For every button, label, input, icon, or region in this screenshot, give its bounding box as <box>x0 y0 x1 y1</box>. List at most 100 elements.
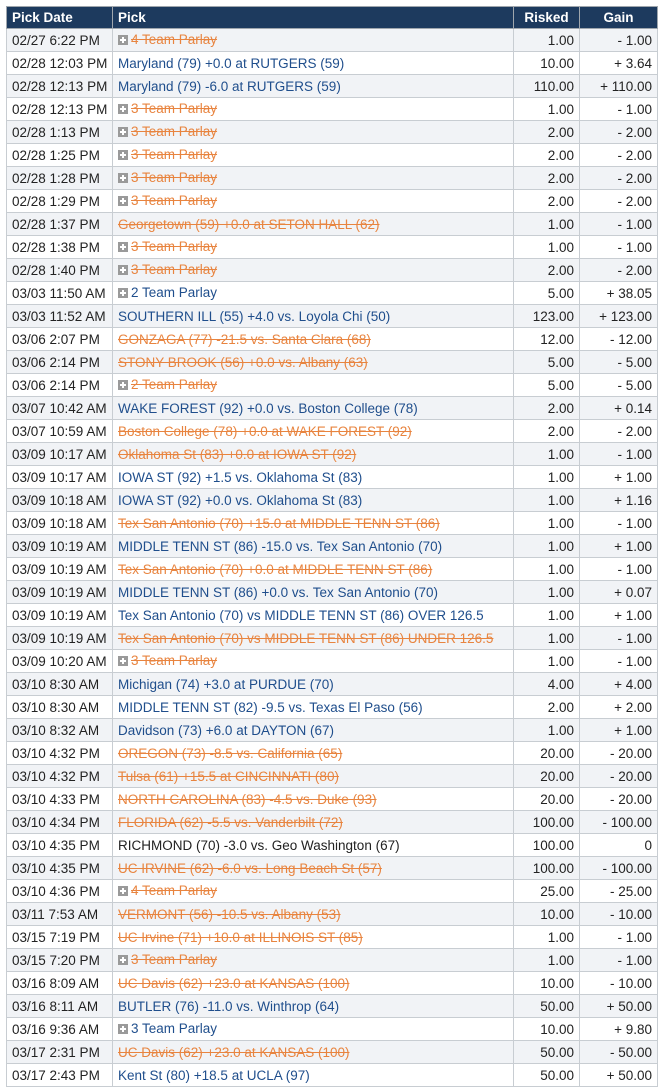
column-header-pick-date[interactable]: Pick Date <box>6 6 113 29</box>
pick-link[interactable]: Maryland (79) +0.0 at RUTGERS (59) <box>118 56 344 71</box>
pick-link[interactable]: Tex San Antonio (70) vs MIDDLE TENN ST (… <box>118 608 484 623</box>
pick-link[interactable]: GONZAGA (77) -21.5 vs. Santa Clara (68) <box>118 332 371 347</box>
pick-link[interactable]: Michigan (74) +3.0 at PURDUE (70) <box>118 677 334 692</box>
pick-link[interactable]: Kent St (80) +18.5 at UCLA (97) <box>118 1068 310 1083</box>
pick-label: Kent St (80) +18.5 at UCLA (97) <box>118 1067 310 1083</box>
expand-plus-icon[interactable] <box>118 103 128 114</box>
pick-cell: 2 Team Parlay <box>112 373 514 397</box>
expand-plus-icon[interactable] <box>118 1023 128 1034</box>
pick-cell: UC Davis (62) +23.0 at KANSAS (100) <box>112 971 514 995</box>
expand-plus-icon[interactable] <box>118 149 128 160</box>
risked-cell: 2.00 <box>513 695 580 719</box>
expand-plus-icon[interactable] <box>118 241 128 252</box>
pick-cell: UC IRVINE (62) -6.0 vs. Long Beach St (5… <box>112 856 514 880</box>
pick-link[interactable]: SOUTHERN ILL (55) +4.0 vs. Loyola Chi (5… <box>118 309 390 324</box>
pick-label: 3 Team Parlay <box>131 124 218 140</box>
pick-cell: 3 Team Parlay <box>112 97 514 121</box>
risked-cell: 20.00 <box>513 787 580 811</box>
table-row: 02/28 1:37 PM Georgetown (59) +0.0 at SET… <box>6 212 658 236</box>
parlay-link[interactable]: 3 Team Parlay <box>118 653 217 668</box>
pick-link[interactable]: Tex San Antonio (70) +0.0 at MIDDLE TENN… <box>118 562 432 577</box>
parlay-link[interactable]: 3 Team Parlay <box>118 170 217 185</box>
pick-label: 3 Team Parlay <box>131 262 218 278</box>
risked-cell: 1.00 <box>513 603 580 627</box>
pick-link[interactable]: Davidson (73) +6.0 at DAYTON (67) <box>118 723 334 738</box>
expand-plus-icon[interactable] <box>118 655 128 666</box>
pick-link[interactable]: Boston College (78) +0.0 at WAKE FOREST … <box>118 424 412 439</box>
table-row: 03/10 4:35 PM RICHMOND (70) -3.0 vs. Geo … <box>6 833 658 857</box>
column-header-pick[interactable]: Pick <box>112 6 514 29</box>
pick-link[interactable]: BUTLER (76) -11.0 vs. Winthrop (64) <box>118 999 339 1014</box>
risked-cell: 1.00 <box>513 465 580 489</box>
expand-plus-icon[interactable] <box>118 172 128 183</box>
parlay-link[interactable]: 3 Team Parlay <box>118 193 217 208</box>
pick-date-cell: 03/09 10:19 AM <box>6 557 113 581</box>
pick-date-cell: 03/09 10:20 AM <box>6 649 113 673</box>
parlay-link[interactable]: 3 Team Parlay <box>118 101 217 116</box>
pick-link[interactable]: RICHMOND (70) -3.0 vs. Geo Washington (6… <box>118 838 400 853</box>
table-row: 03/09 10:19 AM MIDDLE TENN ST (86) +0.0 v… <box>6 580 658 604</box>
pick-link[interactable]: MIDDLE TENN ST (86) +0.0 vs. Tex San Ant… <box>118 585 438 600</box>
column-header-risked[interactable]: Risked <box>513 6 580 29</box>
pick-link[interactable]: STONY BROOK (56) +0.0 vs. Albany (63) <box>118 355 368 370</box>
parlay-link[interactable]: 4 Team Parlay <box>118 32 217 47</box>
pick-date-cell: 03/09 10:19 AM <box>6 603 113 627</box>
pick-link[interactable]: UC IRVINE (62) -6.0 vs. Long Beach St (5… <box>118 861 382 876</box>
parlay-link[interactable]: 3 Team Parlay <box>118 262 217 277</box>
parlay-link[interactable]: 2 Team Parlay <box>118 377 217 392</box>
pick-date-cell: 03/10 4:34 PM <box>6 810 113 834</box>
parlay-link[interactable]: 3 Team Parlay <box>118 1021 217 1036</box>
pick-link[interactable]: UC Irvine (71) +10.0 at ILLINOIS ST (85) <box>118 930 363 945</box>
gain-cell: + 9.80 <box>579 1017 658 1041</box>
pick-link[interactable]: MIDDLE TENN ST (86) -15.0 vs. Tex San An… <box>118 539 442 554</box>
pick-cell: 2 Team Parlay <box>112 281 514 305</box>
gain-cell: - 10.00 <box>579 971 658 995</box>
pick-link[interactable]: MIDDLE TENN ST (82) -9.5 vs. Texas El Pa… <box>118 700 423 715</box>
parlay-link[interactable]: 2 Team Parlay <box>118 285 217 300</box>
parlay-link[interactable]: 3 Team Parlay <box>118 239 217 254</box>
pick-link[interactable]: OREGON (73) -8.5 vs. California (65) <box>118 746 342 761</box>
gain-cell: + 0.07 <box>579 580 658 604</box>
expand-plus-icon[interactable] <box>118 195 128 206</box>
column-header-gain[interactable]: Gain <box>579 6 658 29</box>
risked-cell: 50.00 <box>513 994 580 1018</box>
pick-date-cell: 03/09 10:19 AM <box>6 626 113 650</box>
pick-link[interactable]: FLORIDA (62) -5.5 vs. Vanderbilt (72) <box>118 815 343 830</box>
pick-link[interactable]: WAKE FOREST (92) +0.0 vs. Boston College… <box>118 401 418 416</box>
pick-link[interactable]: UC Davis (62) +23.0 at KANSAS (100) <box>118 976 349 991</box>
expand-plus-icon[interactable] <box>118 954 128 965</box>
parlay-link[interactable]: 3 Team Parlay <box>118 147 217 162</box>
pick-date-cell: 03/09 10:17 AM <box>6 465 113 489</box>
pick-link[interactable]: Tulsa (61) +15.5 at CINCINNATI (80) <box>118 769 339 784</box>
expand-plus-icon[interactable] <box>118 126 128 137</box>
gain-cell: - 100.00 <box>579 810 658 834</box>
pick-date-cell: 03/17 2:31 PM <box>6 1040 113 1064</box>
pick-label: IOWA ST (92) +1.5 vs. Oklahoma St (83) <box>118 469 363 485</box>
pick-link[interactable]: IOWA ST (92) +1.5 vs. Oklahoma St (83) <box>118 470 362 485</box>
expand-plus-icon[interactable] <box>118 34 128 45</box>
pick-link[interactable]: IOWA ST (92) +0.0 vs. Oklahoma St (83) <box>118 493 362 508</box>
table-row: 03/06 2:07 PM GONZAGA (77) -21.5 vs. Sant… <box>6 327 658 351</box>
parlay-link[interactable]: 3 Team Parlay <box>118 124 217 139</box>
pick-link[interactable]: Tex San Antonio (70) +15.0 at MIDDLE TEN… <box>118 516 440 531</box>
expand-plus-icon[interactable] <box>118 264 128 275</box>
pick-label: 4 Team Parlay <box>131 32 218 48</box>
pick-date-cell: 03/10 8:30 AM <box>6 695 113 719</box>
pick-link[interactable]: Oklahoma St (83) +0.0 at IOWA ST (92) <box>118 447 356 462</box>
pick-link[interactable]: Maryland (79) -6.0 at RUTGERS (59) <box>118 79 341 94</box>
pick-link[interactable]: Tex San Antonio (70) vs MIDDLE TENN ST (… <box>118 631 493 646</box>
expand-plus-icon[interactable] <box>118 287 128 298</box>
pick-link[interactable]: Georgetown (59) +0.0 at SETON HALL (62) <box>118 217 380 232</box>
pick-link[interactable]: NORTH CAROLINA (83) -4.5 vs. Duke (93) <box>118 792 377 807</box>
parlay-link[interactable]: 4 Team Parlay <box>118 883 217 898</box>
pick-date-cell: 03/10 4:32 PM <box>6 764 113 788</box>
expand-plus-icon[interactable] <box>118 885 128 896</box>
parlay-link[interactable]: 3 Team Parlay <box>118 952 217 967</box>
table-row: 03/10 4:33 PM NORTH CAROLINA (83) -4.5 vs… <box>6 787 658 811</box>
pick-link[interactable]: VERMONT (56) -10.5 vs. Albany (53) <box>118 907 341 922</box>
pick-label: 2 Team Parlay <box>131 285 218 301</box>
expand-plus-icon[interactable] <box>118 379 128 390</box>
pick-date-cell: 03/10 8:30 AM <box>6 672 113 696</box>
pick-link[interactable]: UC Davis (62) +23.0 at KANSAS (100) <box>118 1045 349 1060</box>
pick-label: 2 Team Parlay <box>131 377 218 393</box>
